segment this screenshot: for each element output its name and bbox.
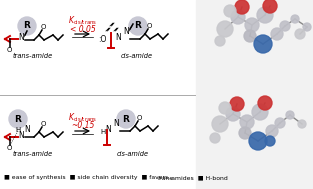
Text: N: N xyxy=(24,125,30,135)
Text: $K_{\mathrm{cis/trans}}$: $K_{\mathrm{cis/trans}}$ xyxy=(68,15,98,27)
Circle shape xyxy=(235,0,249,14)
Circle shape xyxy=(244,30,256,42)
Text: trans-amide: trans-amide xyxy=(13,151,53,157)
Text: trans-amide: trans-amide xyxy=(13,53,53,59)
Text: R: R xyxy=(15,115,21,123)
Circle shape xyxy=(280,21,290,31)
Text: $K_{\mathrm{cis/trans}}$: $K_{\mathrm{cis/trans}}$ xyxy=(68,112,98,124)
Circle shape xyxy=(298,120,306,128)
Circle shape xyxy=(129,17,147,35)
Text: cis-amide: cis-amide xyxy=(121,53,153,59)
Circle shape xyxy=(249,132,267,150)
Text: R: R xyxy=(135,22,141,30)
Text: N: N xyxy=(18,33,24,43)
Text: O: O xyxy=(136,115,142,121)
Circle shape xyxy=(217,21,233,37)
Circle shape xyxy=(258,96,272,110)
Text: R: R xyxy=(23,22,30,30)
Text: O: O xyxy=(7,47,12,53)
Circle shape xyxy=(215,36,225,46)
Circle shape xyxy=(240,115,254,129)
Text: trans: trans xyxy=(158,176,174,180)
Circle shape xyxy=(266,125,278,137)
Circle shape xyxy=(254,35,272,53)
Circle shape xyxy=(9,110,27,128)
Circle shape xyxy=(275,118,285,128)
Bar xyxy=(196,95,313,189)
Circle shape xyxy=(224,5,236,17)
Circle shape xyxy=(263,0,277,13)
Circle shape xyxy=(252,104,268,120)
Text: R: R xyxy=(123,115,130,123)
Text: H: H xyxy=(15,127,21,133)
Circle shape xyxy=(265,136,275,146)
Text: O: O xyxy=(146,23,152,29)
Text: H: H xyxy=(100,129,105,135)
Circle shape xyxy=(303,23,311,31)
Circle shape xyxy=(245,18,259,32)
Circle shape xyxy=(219,102,231,114)
Circle shape xyxy=(212,116,228,132)
Circle shape xyxy=(230,97,244,111)
Circle shape xyxy=(239,127,251,139)
Circle shape xyxy=(291,15,299,23)
Circle shape xyxy=(271,28,283,40)
Text: -amides  ■ H-bond: -amides ■ H-bond xyxy=(169,176,228,180)
Text: :O: :O xyxy=(98,35,106,43)
Text: O: O xyxy=(40,24,46,30)
Circle shape xyxy=(18,17,36,35)
Text: < 0.05: < 0.05 xyxy=(70,25,96,33)
Text: N: N xyxy=(115,33,121,43)
Text: N: N xyxy=(105,125,111,133)
Text: N: N xyxy=(113,119,119,129)
Circle shape xyxy=(231,10,245,24)
Circle shape xyxy=(257,7,273,23)
Text: N: N xyxy=(123,28,129,36)
Circle shape xyxy=(295,29,305,39)
Circle shape xyxy=(210,133,220,143)
Text: cis-amide: cis-amide xyxy=(117,151,149,157)
Text: ~0.15: ~0.15 xyxy=(71,122,95,130)
Bar xyxy=(196,0,313,95)
Text: O: O xyxy=(7,145,12,151)
Text: O: O xyxy=(40,121,46,127)
Circle shape xyxy=(117,110,135,128)
Circle shape xyxy=(226,107,240,121)
Circle shape xyxy=(286,111,294,119)
Text: N: N xyxy=(18,132,24,140)
Text: ■ ease of synthesis  ■ side chain diversity  ■ favors: ■ ease of synthesis ■ side chain diversi… xyxy=(4,176,170,180)
